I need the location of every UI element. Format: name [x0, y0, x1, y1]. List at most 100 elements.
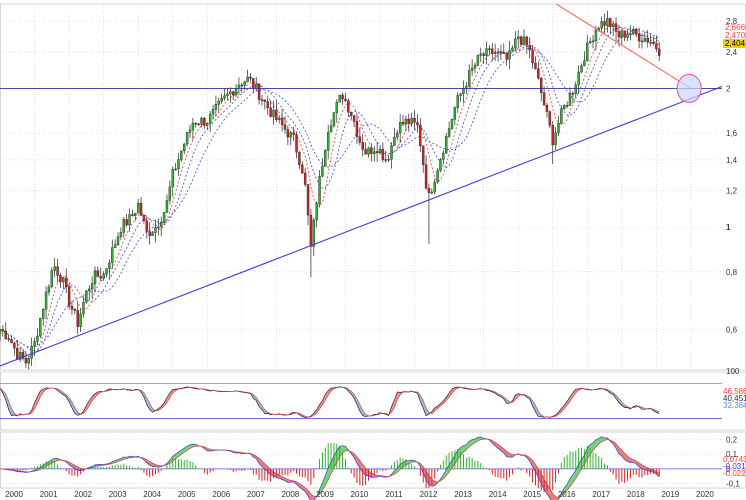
- candle-body: [387, 158, 390, 161]
- oscillator-frame: [0, 371, 746, 431]
- candle-body: [534, 62, 537, 69]
- candle-body: [116, 236, 120, 245]
- candle-body: [364, 149, 367, 155]
- candle: [30, 337, 33, 366]
- candle: [65, 268, 68, 293]
- x-tick-label: 2018: [627, 490, 645, 499]
- candle-body: [629, 33, 632, 35]
- x-tick-label: 2003: [109, 490, 127, 499]
- candle: [390, 142, 393, 169]
- candle: [0, 328, 2, 342]
- resistance-trendline: [555, 3, 692, 89]
- candle-body: [203, 117, 206, 126]
- candle-body: [4, 330, 7, 339]
- candle-body: [508, 50, 511, 60]
- candle-body: [439, 159, 442, 171]
- candle-body: [168, 186, 172, 201]
- candle-body: [398, 122, 402, 134]
- candle: [534, 56, 537, 70]
- candle-body: [606, 18, 609, 26]
- candle-body: [157, 226, 160, 229]
- candle-body: [603, 21, 606, 26]
- candle: [1, 325, 5, 337]
- candle: [119, 227, 123, 241]
- candle: [168, 180, 172, 205]
- candle-body: [154, 227, 157, 233]
- candle-body: [50, 270, 54, 288]
- candle: [439, 157, 442, 173]
- candle-body: [329, 125, 333, 133]
- candle-body: [275, 109, 278, 120]
- candle: [131, 209, 134, 217]
- candle: [384, 151, 387, 163]
- candle-body: [41, 309, 45, 319]
- candle-body: [468, 70, 471, 87]
- y-tick-label: 1,6: [726, 129, 738, 138]
- candle-body: [231, 91, 235, 96]
- candle-body: [427, 188, 431, 193]
- moving-average-line: [0, 23, 660, 358]
- candle: [591, 35, 595, 49]
- candle-body: [122, 219, 125, 233]
- candle: [482, 51, 485, 64]
- candle: [496, 48, 500, 62]
- candle: [413, 110, 416, 131]
- x-tick-label: 2016: [558, 490, 576, 499]
- candle: [275, 100, 278, 122]
- candle: [142, 214, 146, 224]
- candle: [565, 101, 569, 109]
- candle-body: [315, 203, 318, 221]
- candle: [499, 44, 503, 61]
- candle: [387, 155, 390, 163]
- candle-body: [269, 107, 272, 117]
- candle: [447, 121, 451, 139]
- moving-average-line: [0, 29, 660, 348]
- candle-body: [298, 151, 301, 166]
- candle-body: [571, 93, 575, 95]
- candle: [632, 26, 635, 36]
- candle-body: [361, 142, 364, 150]
- candle-body: [208, 113, 212, 124]
- candle: [240, 82, 244, 93]
- candle-body: [53, 266, 56, 271]
- candle: [162, 212, 166, 226]
- candle-body: [370, 147, 373, 155]
- candle: [525, 35, 529, 54]
- candle-body: [401, 122, 405, 125]
- candle-body: [609, 18, 612, 27]
- candle: [76, 302, 79, 335]
- candle-body: [188, 129, 192, 133]
- support-trendline: [0, 85, 723, 367]
- candle-body: [485, 48, 488, 56]
- oscillator-tick-label: 100: [726, 367, 740, 376]
- candle-body: [658, 48, 661, 56]
- candle: [272, 100, 275, 125]
- candle-body: [246, 76, 249, 83]
- candle-body: [255, 83, 258, 89]
- candle-body: [24, 358, 28, 364]
- candle: [453, 106, 457, 126]
- candle: [404, 115, 408, 132]
- candle-body: [10, 339, 13, 344]
- candle-body: [243, 81, 246, 86]
- candle-body: [390, 145, 393, 160]
- candle-body: [583, 60, 586, 66]
- candle-body: [436, 170, 439, 183]
- candle: [459, 92, 462, 102]
- candle-body: [413, 118, 416, 123]
- candle-body: [358, 136, 362, 143]
- candle-body: [295, 134, 298, 153]
- candle-body: [139, 203, 143, 216]
- candle-body: [177, 159, 180, 170]
- candle: [640, 33, 644, 49]
- candle-body: [194, 122, 197, 125]
- candle: [102, 271, 105, 281]
- candle-body: [278, 117, 281, 120]
- candle: [108, 259, 111, 279]
- candle: [635, 27, 638, 38]
- candle-body: [419, 124, 422, 147]
- candle-body: [646, 38, 649, 43]
- candle: [445, 132, 448, 155]
- candle: [214, 95, 218, 117]
- candle: [67, 283, 71, 310]
